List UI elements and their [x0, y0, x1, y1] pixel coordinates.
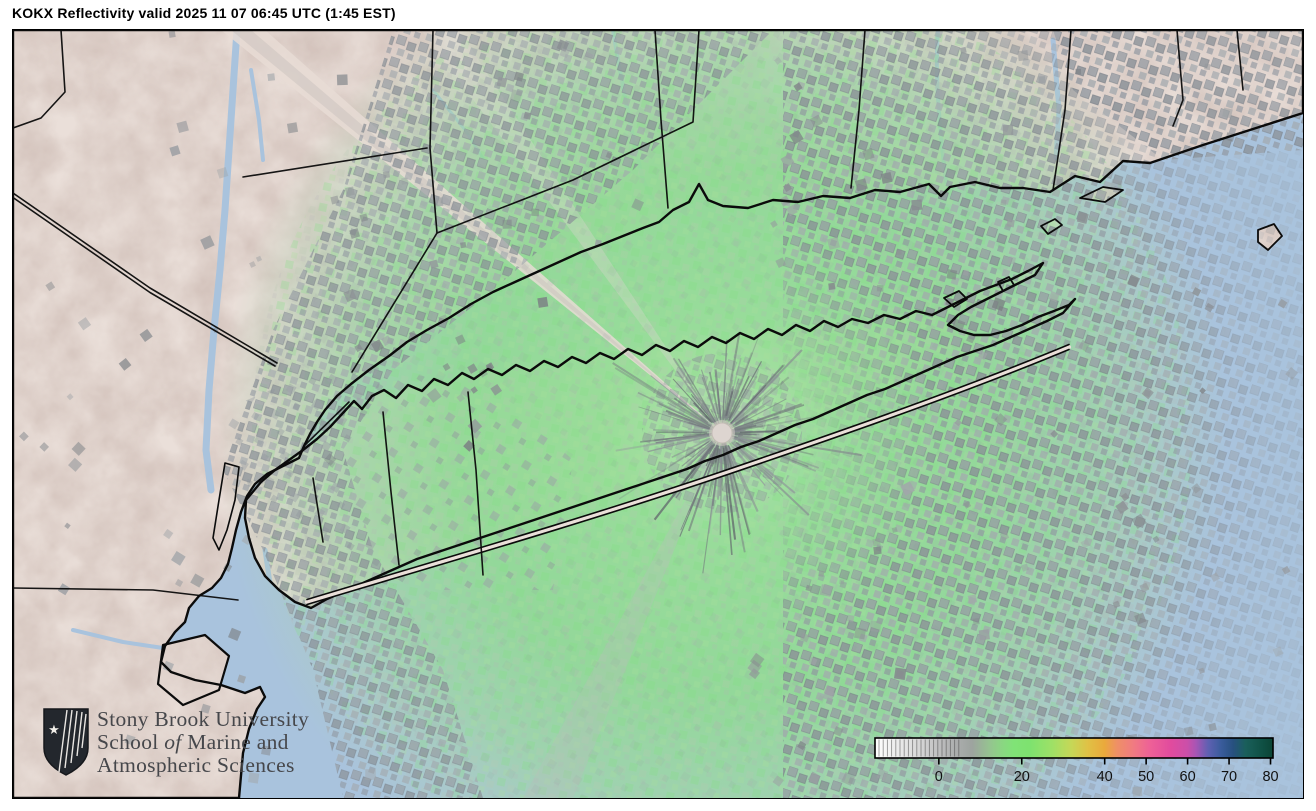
colorbar-tick-label: 20 — [1014, 769, 1030, 785]
colorbar-tick-label: 60 — [1180, 769, 1196, 785]
colorbar-tick-label: 80 — [1262, 769, 1278, 785]
colorbar-tick-label: 40 — [1097, 769, 1113, 785]
radar-site-marker — [709, 420, 735, 446]
radar-map: 0 20 40 50 60 70 80 ★ Stony Brook University S… — [12, 29, 1304, 799]
colorbar: 0 20 40 50 60 70 80 — [874, 737, 1279, 785]
page-title: KOKX Reflectivity valid 2025 11 07 06:45… — [12, 5, 396, 21]
colorbar-tick-label: 50 — [1138, 769, 1154, 785]
colorbar-gradient — [874, 737, 1274, 759]
barrier-islands — [305, 343, 1071, 606]
clutter-layer — [223, 30, 1303, 798]
colorbar-ticks: 0 20 40 50 60 70 80 — [935, 758, 1279, 785]
colorbar-tick-label: 70 — [1221, 769, 1237, 785]
radar-map-svg: 0 20 40 50 60 70 80 — [13, 30, 1303, 798]
coastline-layer — [13, 30, 1303, 798]
colorbar-tick-label: 0 — [935, 769, 943, 785]
random-clutter-bins — [19, 30, 1299, 797]
border-lines — [13, 30, 1244, 601]
colorbar-level-lines — [878, 739, 960, 757]
